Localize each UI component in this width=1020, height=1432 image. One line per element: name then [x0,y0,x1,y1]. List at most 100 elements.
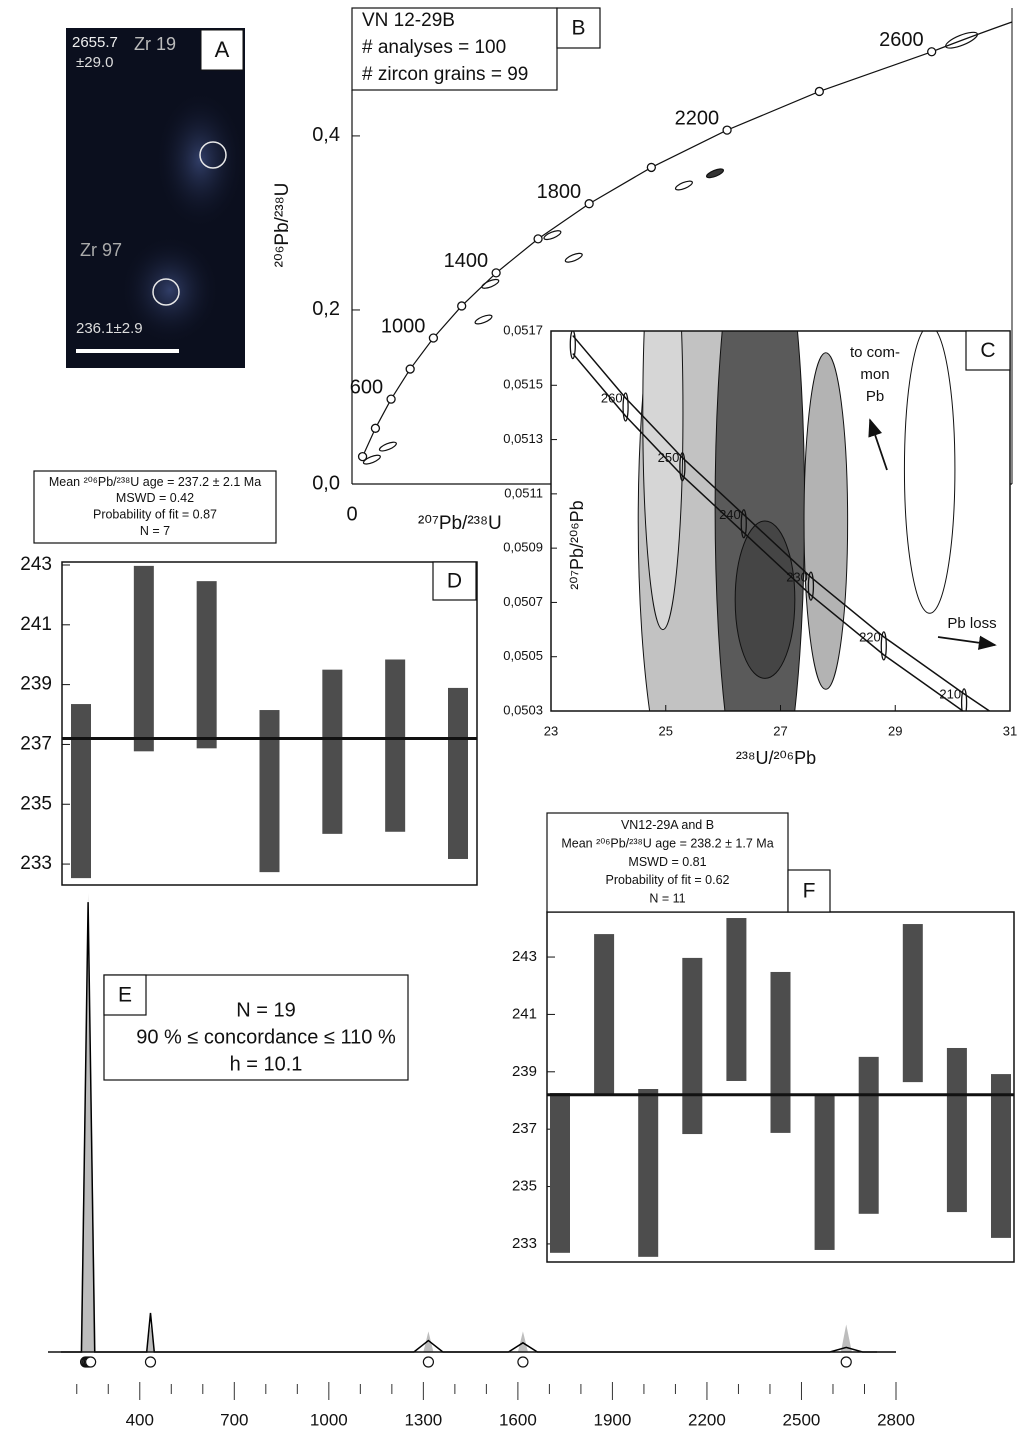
box [432,561,477,601]
data-ellipse [378,441,397,452]
x-tick-label: 1900 [594,1410,632,1429]
grain-label: Zr 19 [134,34,176,54]
info-text: N = 7 [140,524,170,538]
annotation: to com- [850,344,900,361]
box [351,7,558,91]
error-bar [902,924,923,1083]
concordia-node [370,423,381,433]
x-tick-label: 23 [544,723,558,738]
x-tick-label: 1000 [310,1410,348,1429]
age-label: 220 [859,629,881,644]
plot-area [569,331,991,711]
data-ellipse [543,230,562,241]
concordia-extension [931,21,1013,53]
concordia-node [927,47,937,57]
age-label: 210 [939,686,961,701]
y-tick-label: 241 [20,614,52,635]
error-bar [726,918,747,1081]
y-tick-label: 0,0507 [503,594,543,609]
y-tick-label: 239 [512,1063,537,1080]
error-bar [71,704,91,879]
spot [152,278,180,306]
x-tick-label: 2500 [783,1410,821,1429]
data-ellipse [674,180,693,191]
data-ellipse [362,454,381,465]
y-tick-label: 0,0509 [503,540,543,555]
concordia-tick [679,452,686,482]
info-text: 90 % ≤ concordance ≤ 110 % [136,1026,396,1048]
arrow [868,418,888,471]
age-label: 600 [350,376,383,398]
y-tick-label: 237 [512,1120,537,1137]
data-ellipse [945,31,979,49]
panel: 400 700 1000 1300 1600 1900 2200 2500 2800 N = 19… [48,893,915,1429]
y-tick-label: 0,0515 [503,377,543,392]
grain-glow [120,235,220,345]
error-bar [259,710,280,873]
error-bar [133,565,154,752]
error-bar [638,1089,659,1257]
concordia-node [814,86,824,97]
age-label: 260 [601,390,623,405]
age-error: ±29.0 [76,54,113,71]
y-tick-label: 0,0517 [503,322,543,337]
info-text: h = 10.1 [230,1053,303,1075]
x-tick-label: 2200 [688,1410,726,1429]
image-panel: A 2655.7 ±29.0 Zr 19 Zr 97 236.1±2.9 [66,28,245,368]
data-ellipse [564,252,583,263]
error-bar [991,1074,1011,1238]
age-label: 1800 [537,181,582,203]
info-text: Mean ²⁰⁶Pb/²³⁸U age = 238.2 ± 1.7 Ma [561,836,773,850]
annotation: Pb loss [947,615,996,632]
error-bar [196,581,217,749]
error-bar [770,971,791,1133]
y-axis-label: ²⁰⁷Pb/²⁰⁶Pb [567,500,587,589]
error-bar [682,957,703,1135]
date-marker [840,1356,852,1368]
box [556,7,601,49]
concordia-node [428,333,439,343]
box [103,974,147,1016]
concordia-tick [880,631,887,661]
density-line [61,902,896,1353]
data-ellipse [642,331,684,631]
concordia-node [722,125,732,135]
y-tick-label: 243 [20,554,52,575]
y-tick-label: 239 [20,674,52,695]
x-axis-label: ²⁰⁷Pb/²³⁸U [418,513,502,534]
error-bar [550,1093,570,1253]
info-text: Probability of fit = 0.87 [93,507,217,521]
error-bar [946,1047,967,1213]
panel-label: C [980,339,995,362]
age-text: 236.1±2.9 [76,320,143,337]
info-text: N = 19 [236,999,295,1021]
y-tick-label: 0,0503 [503,702,543,717]
concordia-node [491,268,501,278]
date-marker [422,1356,434,1368]
error-bar [858,1056,879,1214]
concordia-band [572,335,991,711]
x-tick-label: 25 [659,723,673,738]
data-ellipse [474,314,493,325]
annotation: Pb [866,388,884,405]
y-tick-label: 237 [20,733,52,754]
y-tick-label: 0,4 [312,124,340,146]
info-text: MSWD = 0.42 [116,491,194,505]
y-axis-label: ²⁰⁶Pb/²³⁸U [272,183,293,268]
data-ellipse [803,352,849,690]
date-marker [144,1356,157,1368]
info-text: VN 12-29B [362,10,455,31]
x-tick-label: 400 [126,1410,154,1429]
age-label: 1000 [381,315,426,337]
box [103,974,409,1081]
info-text: # zircon grains = 99 [362,64,528,85]
panel-label-box [200,29,244,71]
grain-glow [155,90,245,230]
y-tick-label: 0,0 [312,472,340,494]
concordia-node [357,451,368,462]
y-tick-label: 243 [512,948,537,965]
x-tick-label: 1300 [404,1410,442,1429]
y-tick-label: 235 [20,793,52,814]
panel: 210 220 230 240 250 260 0,0503 0,0505 0,0507 0,05… [503,322,1017,767]
